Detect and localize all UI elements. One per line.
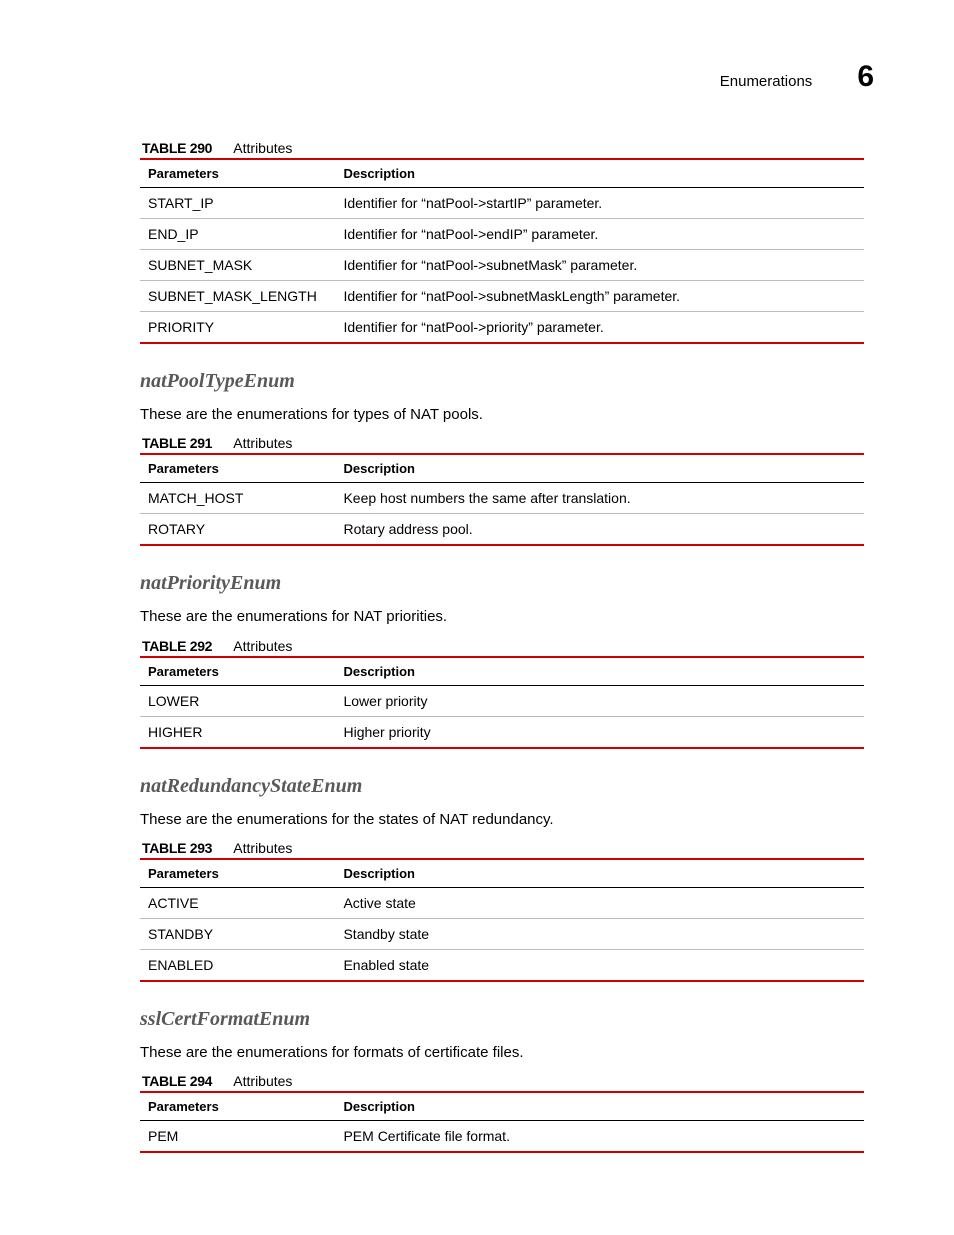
cell-desc: Identifier for “natPool->priority” param…: [335, 312, 864, 344]
table-290-header-param: Parameters: [140, 159, 335, 188]
table-row: START_IP Identifier for “natPool->startI…: [140, 188, 864, 219]
cell-desc: Active state: [335, 887, 864, 918]
cell-desc: Keep host numbers the same after transla…: [335, 483, 864, 514]
cell-desc: Lower priority: [335, 685, 864, 716]
table-293-number: TABLE 293: [142, 840, 212, 856]
table-row: END_IP Identifier for “natPool->endIP” p…: [140, 219, 864, 250]
table-293-caption: TABLE 293 Attributes: [140, 840, 864, 856]
table-row: SUBNET_MASK Identifier for “natPool->sub…: [140, 250, 864, 281]
table-294-caption: TABLE 294 Attributes: [140, 1073, 864, 1089]
table-291-header-param: Parameters: [140, 454, 335, 483]
intro-natpooltypeenum: These are the enumerations for types of …: [140, 405, 864, 425]
cell-desc: Enabled state: [335, 949, 864, 981]
cell-desc: Higher priority: [335, 716, 864, 748]
intro-natpriorityenum: These are the enumerations for NAT prior…: [140, 607, 864, 627]
cell-param: LOWER: [140, 685, 335, 716]
cell-param: ENABLED: [140, 949, 335, 981]
cell-param: PRIORITY: [140, 312, 335, 344]
table-294-number: TABLE 294: [142, 1073, 212, 1089]
cell-desc: Identifier for “natPool->startIP” parame…: [335, 188, 864, 219]
cell-param: END_IP: [140, 219, 335, 250]
cell-param: SUBNET_MASK: [140, 250, 335, 281]
cell-desc: Identifier for “natPool->subnetMaskLengt…: [335, 281, 864, 312]
heading-natpriorityenum: natPriorityEnum: [140, 572, 864, 595]
table-294-header-param: Parameters: [140, 1092, 335, 1121]
table-292-header-desc: Description: [335, 657, 864, 686]
heading-sslcertformatenum: sslCertFormatEnum: [140, 1008, 864, 1031]
table-row: ENABLED Enabled state: [140, 949, 864, 981]
page: Enumerations 6 TABLE 290 Attributes Para…: [0, 0, 954, 1235]
table-291-title: Attributes: [233, 435, 292, 451]
cell-desc: Standby state: [335, 918, 864, 949]
heading-natredundancystateenum: natRedundancyStateEnum: [140, 775, 864, 798]
table-row: ACTIVE Active state: [140, 887, 864, 918]
table-293: Parameters Description ACTIVE Active sta…: [140, 858, 864, 982]
cell-param: ACTIVE: [140, 887, 335, 918]
table-293-header-desc: Description: [335, 859, 864, 888]
table-293-title: Attributes: [233, 840, 292, 856]
table-293-header-param: Parameters: [140, 859, 335, 888]
table-row: MATCH_HOST Keep host numbers the same af…: [140, 483, 864, 514]
table-291: Parameters Description MATCH_HOST Keep h…: [140, 453, 864, 546]
table-294-title: Attributes: [233, 1073, 292, 1089]
cell-param: ROTARY: [140, 514, 335, 546]
cell-desc: PEM Certificate file format.: [335, 1121, 864, 1153]
table-290-title: Attributes: [233, 140, 292, 156]
content-area: TABLE 290 Attributes Parameters Descript…: [140, 140, 864, 1153]
cell-param: STANDBY: [140, 918, 335, 949]
table-290-caption: TABLE 290 Attributes: [140, 140, 864, 156]
table-row: ROTARY Rotary address pool.: [140, 514, 864, 546]
header-chapter-number: 6: [857, 60, 874, 94]
table-291-caption: TABLE 291 Attributes: [140, 435, 864, 451]
table-290-header-desc: Description: [335, 159, 864, 188]
cell-param: START_IP: [140, 188, 335, 219]
table-row: HIGHER Higher priority: [140, 716, 864, 748]
heading-natpooltypeenum: natPoolTypeEnum: [140, 370, 864, 393]
table-row: SUBNET_MASK_LENGTH Identifier for “natPo…: [140, 281, 864, 312]
header-section-name: Enumerations: [720, 73, 813, 90]
cell-param: HIGHER: [140, 716, 335, 748]
table-292-number: TABLE 292: [142, 638, 212, 654]
intro-sslcertformatenum: These are the enumerations for formats o…: [140, 1043, 864, 1063]
table-294-header-desc: Description: [335, 1092, 864, 1121]
cell-desc: Identifier for “natPool->subnetMask” par…: [335, 250, 864, 281]
cell-param: MATCH_HOST: [140, 483, 335, 514]
table-290: Parameters Description START_IP Identifi…: [140, 158, 864, 344]
cell-param: PEM: [140, 1121, 335, 1153]
table-291-number: TABLE 291: [142, 435, 212, 451]
cell-param: SUBNET_MASK_LENGTH: [140, 281, 335, 312]
table-292-title: Attributes: [233, 638, 292, 654]
table-290-number: TABLE 290: [142, 140, 212, 156]
intro-natredundancystateenum: These are the enumerations for the state…: [140, 810, 864, 830]
cell-desc: Rotary address pool.: [335, 514, 864, 546]
running-header: Enumerations 6: [720, 60, 874, 94]
cell-desc: Identifier for “natPool->endIP” paramete…: [335, 219, 864, 250]
table-292-header-param: Parameters: [140, 657, 335, 686]
table-row: LOWER Lower priority: [140, 685, 864, 716]
table-292: Parameters Description LOWER Lower prior…: [140, 656, 864, 749]
table-292-caption: TABLE 292 Attributes: [140, 638, 864, 654]
table-row: PEM PEM Certificate file format.: [140, 1121, 864, 1153]
table-row: STANDBY Standby state: [140, 918, 864, 949]
table-294: Parameters Description PEM PEM Certifica…: [140, 1091, 864, 1153]
table-row: PRIORITY Identifier for “natPool->priori…: [140, 312, 864, 344]
table-291-header-desc: Description: [335, 454, 864, 483]
